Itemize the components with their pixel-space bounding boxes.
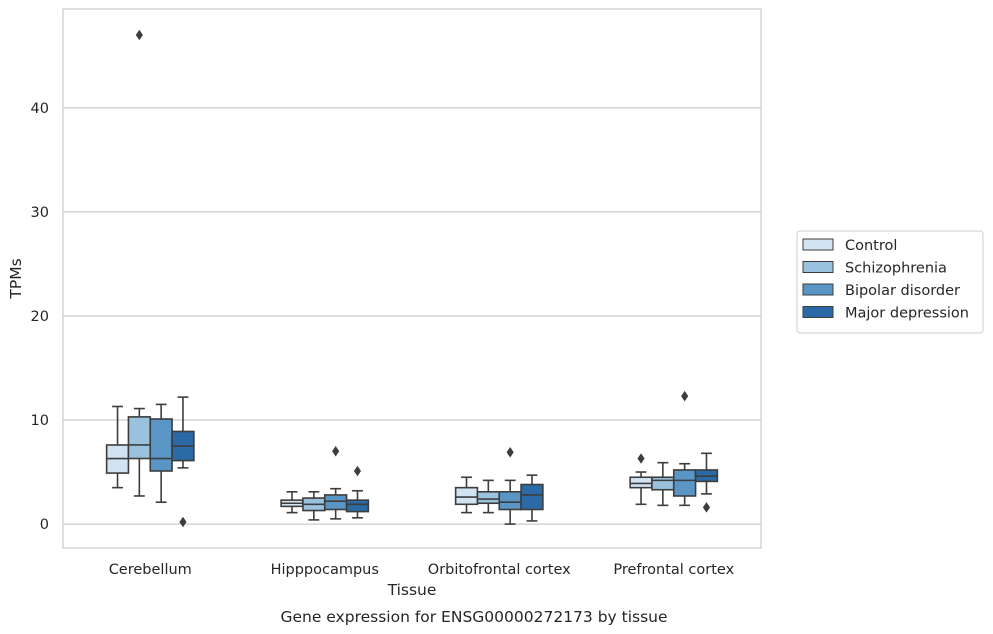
x-tick-label-cerebellum: Cerebellum [109, 562, 192, 578]
box-bipolar-disorder-orbitofrontal-cortex [498, 447, 522, 525]
box-iqr [629, 476, 653, 489]
chart-caption: Gene expression for ENSG00000272173 by t… [280, 608, 667, 626]
y-tick-label: 0 [40, 517, 49, 533]
y-tick-label: 20 [31, 309, 49, 325]
box-schizophrenia-cerebellum [127, 29, 152, 497]
box-iqr [476, 491, 501, 505]
outlier-point [506, 447, 514, 458]
box-control-hipppocampus [280, 491, 304, 514]
outlier-point [637, 453, 645, 464]
box-bipolar-disorder-cerebellum [149, 403, 173, 504]
box-control-cerebellum [105, 405, 130, 489]
box-iqr [651, 476, 675, 491]
box-schizophrenia-prefrontal-cortex [651, 461, 675, 507]
x-tick-label-hipppocampus: Hipppocampus [271, 562, 379, 578]
box-schizophrenia-hipppocampus [302, 491, 326, 521]
box-iqr [672, 469, 697, 497]
outlier-point [681, 390, 689, 402]
legend-label-schizophrenia: Schizophrenia [845, 261, 947, 277]
legend: Control Schizophrenia Bipolar disorder Majo… [796, 230, 984, 334]
outlier-point [702, 502, 711, 513]
y-tick-label: 10 [31, 413, 49, 429]
outlier-point [179, 516, 187, 528]
legend-label-major-depression: Major depression [845, 306, 969, 322]
y-axis-title: TPMs [7, 258, 25, 299]
box-iqr [454, 486, 479, 506]
box-iqr [520, 483, 544, 511]
x-axis-title: Tissue [387, 581, 437, 599]
legend-label-bipolar-disorder: Bipolar disorder [845, 283, 960, 299]
box-iqr [323, 494, 348, 511]
box-iqr [498, 491, 522, 511]
box-iqr [345, 499, 370, 513]
plot-frame [62, 8, 762, 549]
legend-swatch-bipolar-disorder [802, 283, 834, 296]
grid-lines [63, 107, 761, 525]
box-major-depression-prefrontal-cortex [694, 452, 719, 513]
x-tick-label-orbitofrontal-cortex: Orbitofrontal cortex [428, 562, 571, 578]
outlier-point [353, 465, 362, 477]
box-bipolar-disorder-prefrontal-cortex [672, 390, 697, 507]
legend-label-control: Control [845, 238, 897, 254]
boxes [105, 29, 719, 528]
legend-swatch-schizophrenia [802, 261, 834, 273]
x-tick-labels: Cerebellum Hipppocampus Orbitofrontal cort… [109, 562, 735, 578]
legend-frame [796, 230, 984, 334]
y-tick-label: 40 [31, 101, 49, 117]
outlier-point [135, 29, 143, 41]
box-major-depression-orbitofrontal-cortex [520, 474, 544, 522]
legend-swatch-major-depression [802, 306, 834, 318]
box-major-depression-hipppocampus [345, 465, 370, 519]
x-tick-label-prefrontal-cortex: Prefrontal cortex [613, 562, 734, 578]
legend-swatch-control [802, 238, 834, 251]
box-iqr [127, 416, 152, 460]
box-iqr [149, 418, 173, 472]
y-tick-labels: 0 10 20 30 40 [31, 101, 49, 533]
y-tick-label: 30 [31, 205, 49, 221]
outlier-point [332, 445, 340, 457]
box-major-depression-cerebellum [171, 396, 195, 528]
